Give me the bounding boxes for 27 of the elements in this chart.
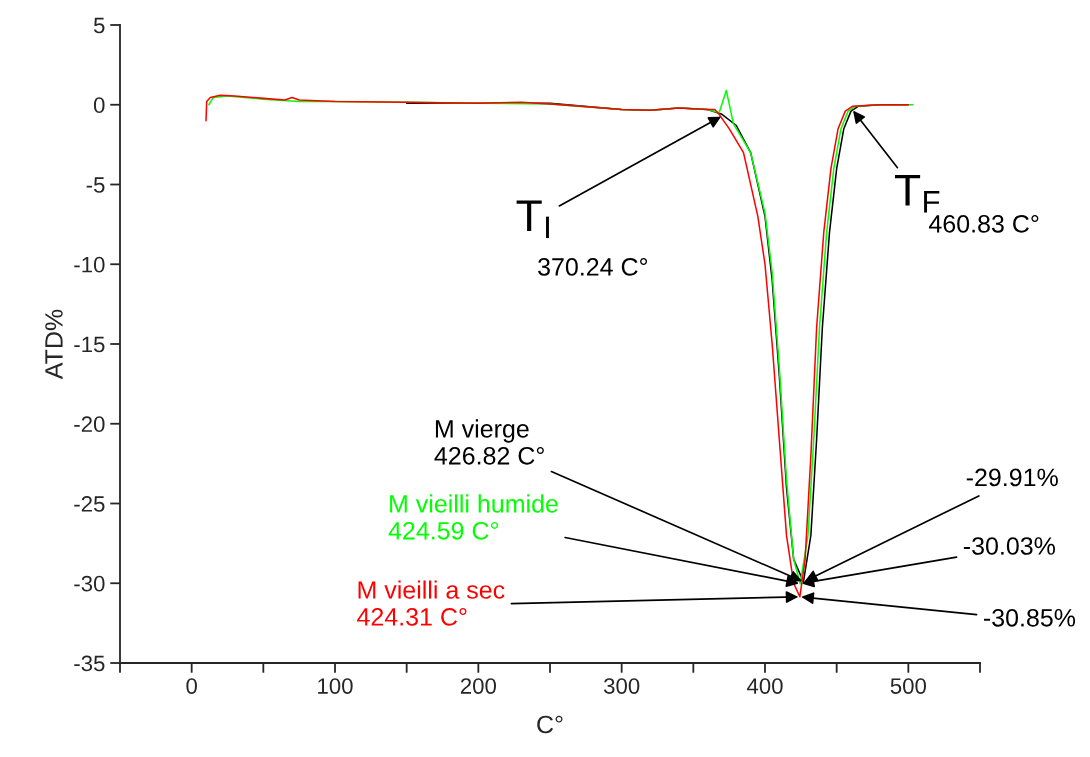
x-tick-label: 400 (746, 678, 783, 694)
x-tick-label: 200 (460, 678, 496, 694)
annotation: M vierge 426.82 C° (434, 419, 544, 465)
y-tick-label: 5 (93, 17, 105, 34)
y-tick-label: -5 (86, 177, 105, 193)
x-axis-title: C° (537, 715, 563, 734)
annotation: M vieilli a sec 424.31 C° (357, 580, 505, 626)
x-tick-label: 0 (186, 678, 197, 694)
x-tick-label: 300 (603, 678, 640, 694)
x-tick-label: 100 (318, 678, 353, 694)
y-tick-label: -20 (74, 416, 105, 433)
y-tick-label: -30 (74, 575, 105, 592)
y-tick-label: 0 (93, 97, 105, 114)
x-tick-label: 500 (890, 678, 926, 694)
y-tick-label: -35 (74, 655, 105, 672)
annotation: T$_{I}$ (516, 200, 549, 239)
y-tick-label: -15 (74, 336, 105, 353)
annotation: -30.03% (963, 537, 1056, 555)
annotation: -29.91% (966, 468, 1058, 487)
annotation: 460.83 C° (928, 214, 1039, 233)
y-tick-label: -10 (74, 256, 105, 273)
y-tick-label: -25 (74, 496, 105, 512)
annotation: M vieilli humide 424.59 C° (388, 494, 558, 540)
annotation: 370.24 C° (538, 258, 648, 276)
annotation: -30.85% (983, 608, 1076, 627)
annotation: T$_{F}$ (895, 174, 940, 213)
y-axis-title: ATD% (45, 309, 63, 380)
